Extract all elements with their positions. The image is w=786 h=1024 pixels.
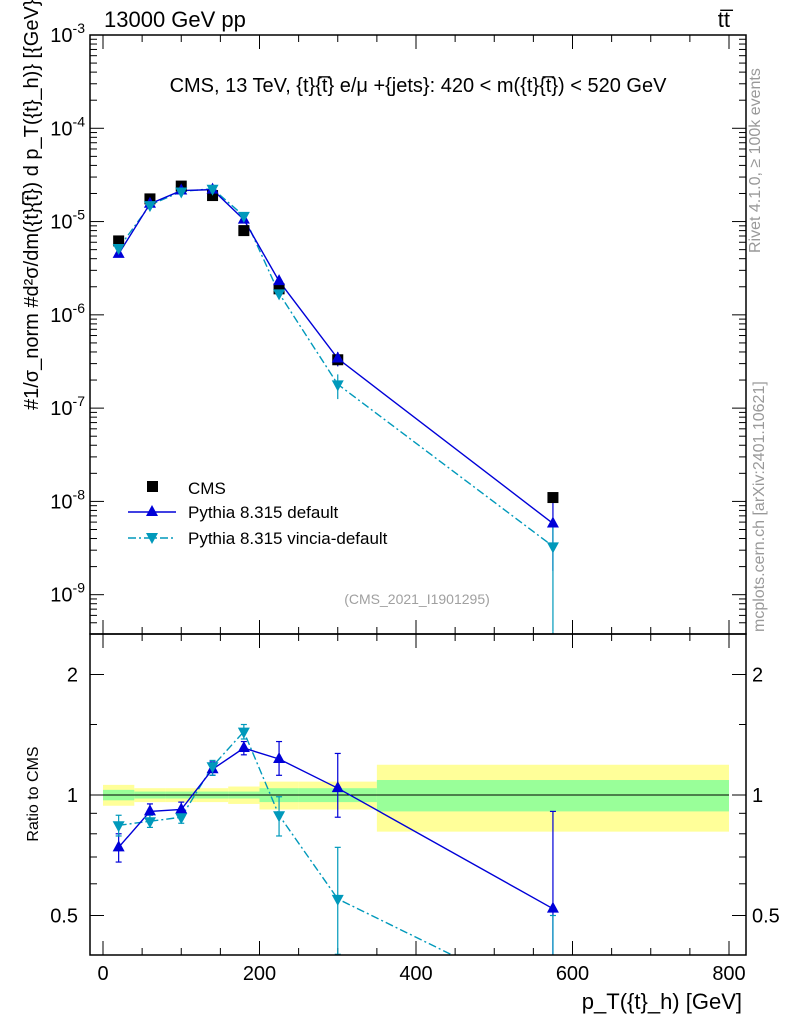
main-y-tick-exponent: -7 [73,393,86,409]
ratio-y-tick-label-right: 1 [752,785,763,807]
ratio-series-group [112,723,559,1011]
main-y-tick-exponent: -8 [73,486,86,502]
ratio-ticks: 0.5 0.5 1 1 2 2 0 200 400 600 800 [50,634,780,985]
rivet-version-label: Rivet 4.1.0, ≥ 100k events [747,68,764,253]
default-marker [546,516,559,528]
vincia-marker [546,542,559,554]
ratio-y-tick-label-left: 2 [67,665,78,687]
legend: CMS Pythia 8.315 default Pythia 8.315 vi… [128,479,388,548]
legend-label-vincia: Pythia 8.315 vincia-default [188,529,388,548]
vincia-ratio-marker [175,813,188,825]
legend-label-default: Pythia 8.315 default [188,503,339,522]
cms-data-point [238,225,250,237]
vincia-ratio-line [118,730,454,955]
main-y-axis-label: #1/σ_norm #d²σ/dm({t}{t̅}) d p_T({t}_h)}… [21,0,43,410]
legend-label-cms: CMS [188,479,226,498]
main-y-tick-label: 10-7 [50,393,85,420]
vincia-marker [206,184,219,196]
main-y-tick-exponent: -4 [73,113,86,129]
vincia-ratio-marker [273,811,286,823]
legend-marker-vincia [146,533,158,544]
vincia-marker [175,187,188,199]
legend-marker-cms [147,481,158,492]
main-y-tick-label: 10-4 [50,113,85,140]
vincia-ratio-marker [547,1000,559,1011]
vincia-ratio-marker [237,727,250,739]
main-y-tick-exponent: -3 [73,20,86,36]
vincia-line [118,187,554,547]
default-ratio-line [118,747,554,910]
main-y-tick-label: 10-3 [50,20,85,47]
main-y-tick-label: 10-8 [50,486,85,513]
main-title: CMS, 13 TeV, {t}{t̅} e/μ +{jets}: 420 < … [170,75,668,97]
default-ratio-marker [273,752,286,764]
x-tick-label: 400 [399,963,432,985]
vincia-ratio-marker [206,762,219,774]
cms-data-point [273,283,285,295]
main-y-tick-label: 10-6 [50,300,85,327]
cms-data-point [113,235,125,247]
ratio-y-tick-label-left: 1 [67,785,78,807]
default-ratio-marker [175,802,188,814]
main-y-tick-exponent: -9 [73,580,86,596]
vincia-marker [112,244,125,256]
analysis-id-label: (CMS_2021_I1901295) [344,591,490,607]
vincia-marker [143,201,156,213]
ratio-y-tick-label-right: 0.5 [752,906,780,928]
ratio-y-tick-label-right: 2 [752,665,763,687]
vincia-marker [273,289,286,301]
mcplots-label: mcplots.cern.ch [arXiv:2401.10621] [751,381,768,632]
x-tick-label: 200 [243,963,276,985]
ratio-y-tick-label-left: 0.5 [50,906,78,928]
vincia-ratio-marker [331,894,344,906]
ratio-frame-rect [89,633,747,956]
header-left: 13000 GeV pp [104,7,246,32]
default-ratio-marker [112,840,125,852]
vincia-marker [331,380,344,392]
vincia-ratio-marker [112,821,125,833]
main-y-ticks: 10-9 10-8 10-7 10-6 10-5 10-4 10-3 [50,20,746,634]
cms-data-point [547,492,559,504]
header-right: tt̅ [718,7,734,32]
main-y-tick-label: 10-5 [50,207,85,234]
main-y-tick-label: 10-9 [50,580,85,607]
ratio-uncertainty-bands [103,764,729,832]
default-ratio-marker [331,781,344,793]
inner-band-segment [376,780,729,812]
x-tick-label: 0 [97,963,108,985]
legend-marker-default [146,505,158,516]
default-marker [273,274,286,286]
main-series-layer [112,180,559,634]
x-tick-label: 600 [556,963,589,985]
x-tick-label: 800 [712,963,745,985]
default-ratio-marker [237,741,250,753]
main-y-tick-exponent: -5 [73,207,86,223]
vincia-ratio-marker [143,817,156,829]
ratio-frame [89,633,747,956]
ratio-series-layer [112,723,559,1011]
default-marker [331,351,344,363]
default-ratio-marker [143,804,156,816]
ratio-y-axis-label: Ratio to CMS [25,746,42,841]
vincia-marker [237,211,250,223]
x-axis-label: p_T({t}_h) [GeV] [582,989,742,1014]
main-y-tick-exponent: -6 [73,300,86,316]
default-ratio-marker [546,901,559,913]
